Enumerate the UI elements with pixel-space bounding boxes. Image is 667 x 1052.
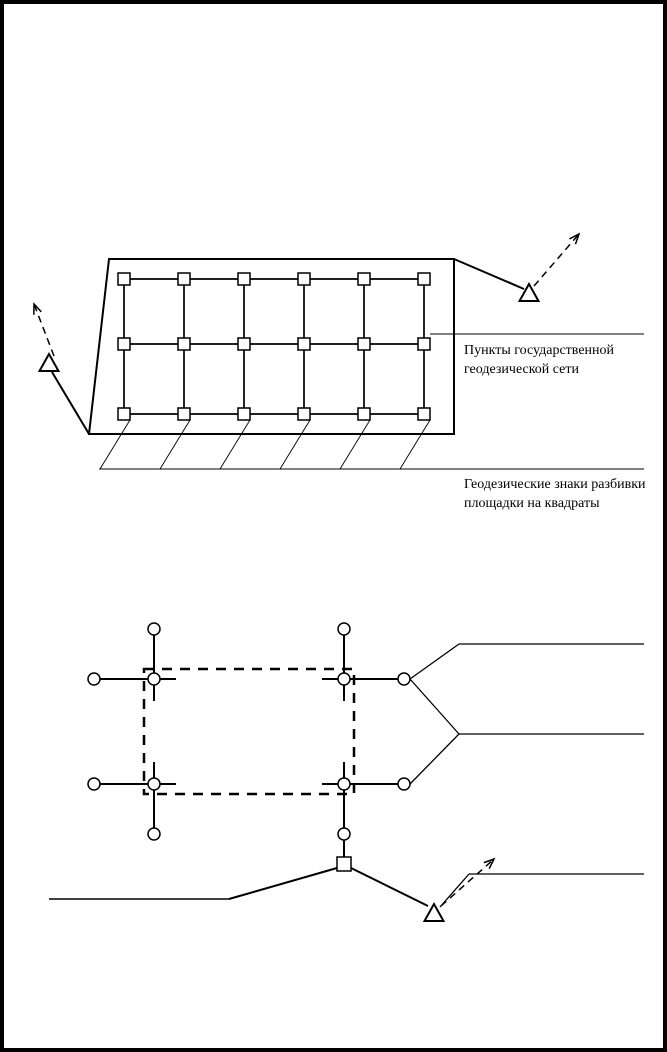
- diagram-svg: [4, 4, 663, 1048]
- page-frame: Пункты государственнойгеодезической сети…: [0, 0, 667, 1052]
